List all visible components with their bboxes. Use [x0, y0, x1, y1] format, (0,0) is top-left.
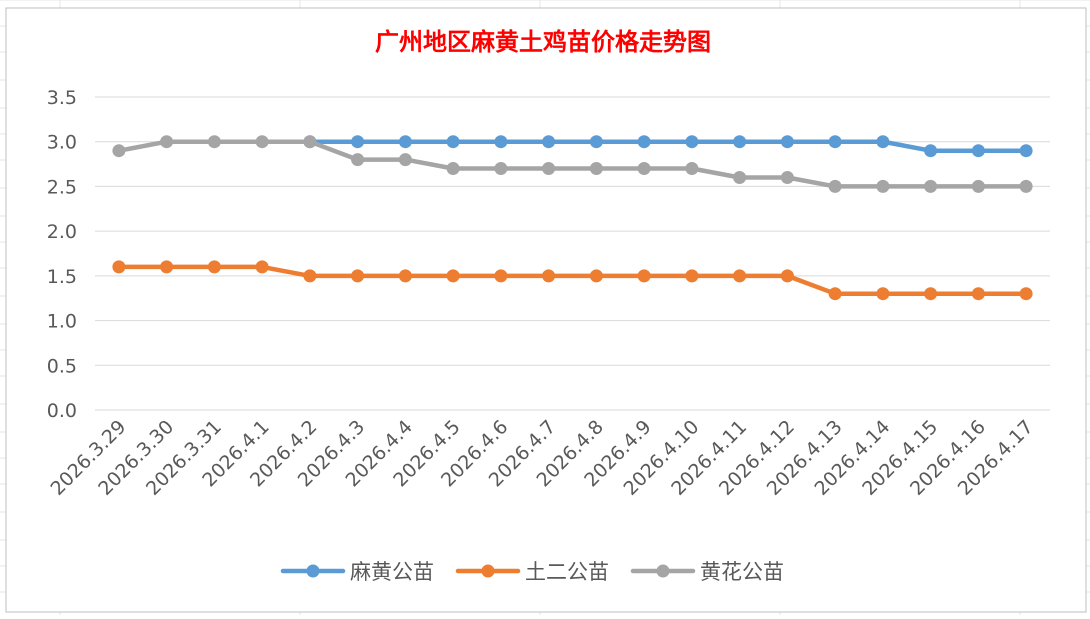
data-point: [303, 269, 317, 283]
y-tick-label: 1.5: [47, 266, 77, 288]
data-point: [780, 171, 794, 184]
data-point: [494, 135, 508, 149]
data-point: [828, 179, 842, 193]
data-point: [351, 269, 365, 283]
legend-marker: [656, 564, 670, 578]
data-point: [255, 260, 269, 274]
data-point: [494, 162, 508, 175]
data-point: [1019, 287, 1033, 301]
data-point: [589, 162, 603, 175]
data-point: [733, 135, 747, 149]
series-layer: [112, 135, 1033, 301]
data-point: [398, 269, 412, 283]
y-tick-label: 0.0: [47, 400, 77, 422]
data-point: [351, 153, 365, 167]
data-point: [398, 135, 412, 149]
data-point: [160, 260, 174, 274]
x-axis-tick-labels: 2026.3.292026.3.302026.3.312026.4.12026.…: [46, 416, 1037, 500]
data-point: [924, 287, 938, 301]
data-point: [542, 269, 556, 283]
y-tick-label: 2.0: [47, 221, 77, 243]
data-point: [160, 135, 174, 149]
legend-label: 麻黄公苗: [350, 560, 434, 584]
data-point: [828, 287, 842, 301]
data-point: [971, 179, 985, 193]
data-point: [828, 135, 842, 149]
data-point: [685, 162, 699, 175]
series-line: [116, 139, 1029, 189]
data-point: [207, 135, 221, 149]
y-tick-label: 3.0: [47, 132, 77, 154]
legend-marker: [481, 564, 495, 578]
y-tick-label: 0.5: [47, 355, 77, 377]
data-point: [971, 287, 985, 301]
data-point: [351, 135, 365, 149]
data-point: [1019, 179, 1033, 193]
data-point: [589, 269, 603, 283]
data-point: [637, 135, 651, 149]
data-point: [876, 135, 890, 149]
legend-label: 黄花公苗: [700, 560, 784, 584]
data-point: [255, 135, 269, 149]
y-tick-label: 2.5: [47, 176, 77, 198]
chart-title: 广州地区麻黄土鸡苗价格走势图: [375, 28, 711, 56]
data-point: [876, 179, 890, 193]
data-point: [542, 135, 556, 149]
data-point: [780, 269, 794, 283]
series-line: [307, 139, 1029, 153]
data-point: [924, 179, 938, 193]
data-point: [112, 144, 126, 158]
data-point: [446, 162, 460, 175]
data-point: [589, 135, 603, 149]
data-point: [446, 269, 460, 283]
data-point: [494, 269, 508, 283]
legend-label: 土二公苗: [525, 560, 609, 584]
data-point: [924, 144, 938, 158]
data-point: [637, 269, 651, 283]
data-point: [207, 260, 221, 274]
series-2: [112, 260, 1033, 301]
data-point: [1019, 144, 1033, 158]
chart-area: [5, 7, 1087, 613]
data-point: [971, 144, 985, 158]
data-point: [446, 135, 460, 149]
data-point: [303, 135, 317, 149]
data-point: [637, 162, 651, 175]
series-line: [116, 264, 1029, 296]
series-1: [303, 135, 1033, 158]
data-point: [780, 135, 794, 149]
legend-marker: [306, 564, 320, 578]
legend: 麻黄公苗 土二公苗 黄花公苗: [280, 560, 784, 584]
y-tick-label: 1.0: [47, 311, 77, 333]
data-point: [398, 153, 412, 167]
y-axis-tick-labels: 0.0 0.5 1.0 1.5 2.0 2.5 3.0 3.5: [47, 87, 77, 422]
series-3: [112, 135, 1033, 193]
data-point: [542, 162, 556, 175]
data-point: [685, 269, 699, 283]
data-point: [876, 287, 890, 301]
y-tick-label: 3.5: [47, 87, 77, 109]
data-point: [112, 260, 126, 274]
data-point: [733, 269, 747, 283]
data-point: [733, 171, 747, 184]
data-point: [685, 135, 699, 149]
